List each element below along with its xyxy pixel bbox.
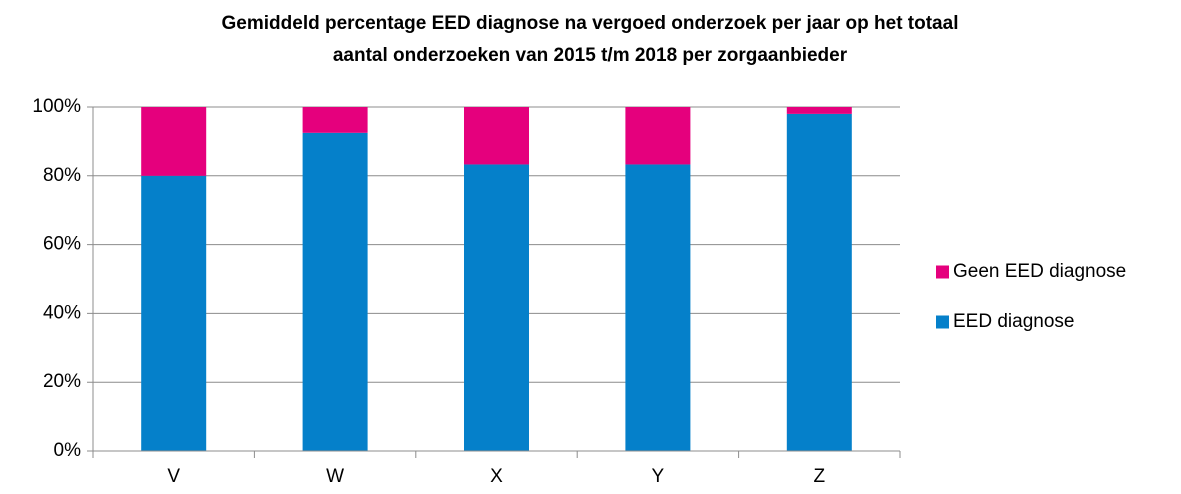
y-tick-label: 100% [32, 96, 81, 117]
bar-segment [302, 107, 368, 133]
bar-segment [464, 107, 529, 165]
bar-segment [141, 107, 207, 176]
y-tick-label: 20% [43, 371, 81, 392]
bar-segment [786, 107, 852, 114]
bar-segment [464, 164, 529, 451]
legend-label: Geen EED diagnose [953, 261, 1126, 282]
y-tick-label: 80% [43, 165, 81, 186]
bar-segment [625, 164, 691, 451]
bar-segment [786, 113, 852, 451]
bar-segment [141, 175, 207, 452]
chart-title: aantal onderzoeken van 2015 t/m 2018 per… [333, 45, 848, 66]
x-tick-label: Z [813, 466, 825, 487]
bar-segment [302, 132, 368, 452]
y-tick-label: 40% [43, 302, 81, 323]
legend-label: EED diagnose [953, 311, 1074, 332]
x-tick-label: V [167, 466, 180, 487]
y-tick-label: 60% [43, 234, 81, 255]
x-tick-label: X [490, 466, 503, 487]
legend-swatch [936, 315, 949, 329]
chart-title: Gemiddeld percentage EED diagnose na ver… [222, 13, 959, 34]
bar-segment [625, 107, 691, 165]
y-tick-label: 0% [54, 440, 82, 461]
x-tick-label: Y [652, 466, 665, 487]
x-tick-label: W [326, 466, 344, 487]
legend-swatch [936, 265, 949, 279]
